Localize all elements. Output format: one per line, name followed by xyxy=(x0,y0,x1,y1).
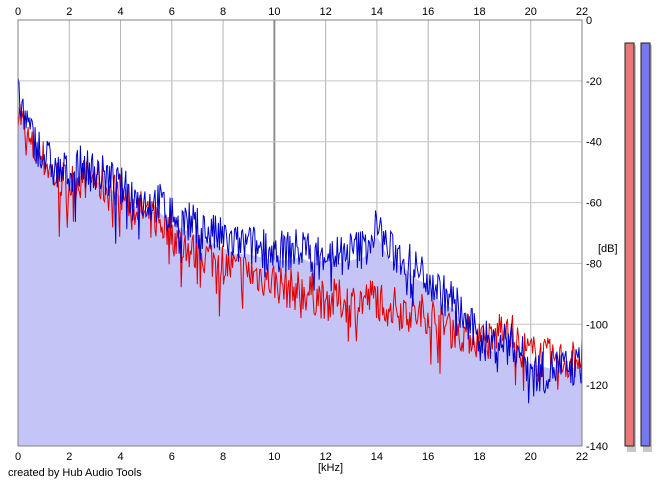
x-tick-label-bottom: 0 xyxy=(15,451,21,463)
x-tick-label-top: 12 xyxy=(320,6,332,18)
x-tick-label-bottom: 2 xyxy=(66,451,72,463)
level-meters xyxy=(624,42,652,452)
x-tick-label-bottom: 18 xyxy=(473,451,485,463)
x-axis-bottom-ticks: 0 2 4 6 8 10 12 14 16 18 20 22 xyxy=(15,451,588,463)
x-tick-label-bottom: 4 xyxy=(117,451,123,463)
y-tick-label: -80 xyxy=(586,258,602,270)
x-tick-label-top: 4 xyxy=(117,6,123,18)
level-meter-red xyxy=(624,42,635,447)
x-tick-label-bottom: 22 xyxy=(576,451,588,463)
series-blue-line xyxy=(17,77,583,404)
plot-frame xyxy=(17,19,583,447)
x-tick-label-bottom: 6 xyxy=(169,451,175,463)
x-tick-label-top: 18 xyxy=(473,6,485,18)
series-layer xyxy=(17,77,583,404)
y-axis-ticks: 0 -20 -40 -60 -80 -100 -120 -140 xyxy=(586,15,608,453)
x-tick-label-top: 20 xyxy=(525,6,537,18)
x-tick-label-top: 8 xyxy=(220,6,226,18)
y-tick-label: -100 xyxy=(586,319,608,331)
x-tick-label-top: 14 xyxy=(371,6,383,18)
x-tick-label-top: 0 xyxy=(15,6,21,18)
y-tick-label: 0 xyxy=(586,15,592,27)
x-tick-label-bottom: 8 xyxy=(220,451,226,463)
y-tick-label: -120 xyxy=(586,380,608,392)
x-tick-label-bottom: 20 xyxy=(525,451,537,463)
y-tick-label: -60 xyxy=(586,198,602,210)
y-tick-label: -20 xyxy=(586,76,602,88)
x-tick-label-bottom: 12 xyxy=(320,451,332,463)
x-tick-label-top: 2 xyxy=(66,6,72,18)
x-axis-top-ticks: 0 2 4 6 8 10 12 14 16 18 20 22 xyxy=(15,6,588,18)
y-tick-label: -140 xyxy=(586,441,608,453)
x-tick-label-top: 16 xyxy=(422,6,434,18)
x-tick-label-bottom: 14 xyxy=(371,451,383,463)
y-axis-label: [dB] xyxy=(598,243,618,255)
y-tick-label: -40 xyxy=(586,137,602,149)
x-tick-label-bottom: 10 xyxy=(268,451,280,463)
plot-border xyxy=(17,19,583,447)
x-tick-label-top: 6 xyxy=(169,6,175,18)
spectrum-fill-layer xyxy=(18,105,582,446)
x-tick-label-top: 10 xyxy=(268,6,280,18)
level-meter-blue xyxy=(640,42,651,447)
x-tick-label-top: 22 xyxy=(576,6,588,18)
x-axis-label: [kHz] xyxy=(318,462,343,474)
spectrum-fill xyxy=(18,105,582,446)
x-tick-label-bottom: 16 xyxy=(422,451,434,463)
credit-text: created by Hub Audio Tools xyxy=(8,467,142,479)
series-red-line xyxy=(17,103,583,392)
